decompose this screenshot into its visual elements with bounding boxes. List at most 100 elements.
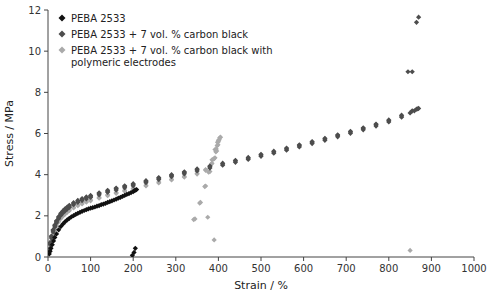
x-tick-label: 500 xyxy=(251,263,270,274)
point xyxy=(143,178,148,183)
legend-label: PEBA 2533 + 7 vol. % carbon black xyxy=(71,29,248,40)
point xyxy=(71,200,76,205)
y-tick-label: 8 xyxy=(35,87,41,98)
point xyxy=(169,173,174,178)
x-tick-label: 600 xyxy=(294,263,313,274)
point xyxy=(133,246,138,251)
point xyxy=(79,197,84,202)
point xyxy=(216,139,221,144)
plot-area xyxy=(48,15,421,257)
point xyxy=(54,219,59,224)
x-tick xyxy=(303,257,304,261)
point xyxy=(79,196,84,201)
y-tick-label: 2 xyxy=(35,210,41,221)
point xyxy=(105,188,110,193)
point xyxy=(122,184,127,189)
point xyxy=(297,142,302,147)
y-tick xyxy=(44,92,48,93)
point xyxy=(284,146,289,151)
point xyxy=(192,216,197,221)
point xyxy=(143,179,148,184)
y-axis-label: Stress / MPa xyxy=(3,100,16,167)
point xyxy=(182,170,187,175)
x-tick-label: 100 xyxy=(81,263,100,274)
legend-marker xyxy=(59,47,66,54)
chart: 0100200300400500600700800900100002468101… xyxy=(0,0,488,295)
point xyxy=(218,135,223,140)
point xyxy=(198,200,203,205)
legend: PEBA 2533 PEBA 2533 + 7 vol. % carbon bla… xyxy=(59,13,273,68)
series xyxy=(205,215,413,253)
point xyxy=(258,152,263,157)
point xyxy=(203,167,208,172)
point xyxy=(297,143,302,148)
point xyxy=(233,158,238,163)
point xyxy=(195,166,200,171)
point xyxy=(361,126,366,131)
point xyxy=(97,191,102,196)
point xyxy=(97,190,102,195)
x-tick-label: 400 xyxy=(209,263,228,274)
y-tick xyxy=(44,257,48,258)
point xyxy=(348,129,353,134)
point xyxy=(220,161,225,166)
point xyxy=(335,133,340,138)
series xyxy=(48,135,223,255)
legend-label: PEBA 2533 + 7 vol. % carbon black withpo… xyxy=(71,45,272,68)
y-tick xyxy=(44,174,48,175)
y-tick xyxy=(44,215,48,216)
point xyxy=(386,117,391,122)
x-tick-label: 800 xyxy=(379,263,398,274)
point xyxy=(233,158,238,163)
point xyxy=(88,193,93,198)
legend-label-line: PEBA 2533 + 7 vol. % carbon black with xyxy=(71,45,272,56)
point xyxy=(207,163,212,168)
point xyxy=(414,20,419,25)
point xyxy=(54,231,59,236)
legend-label: PEBA 2533 xyxy=(71,13,126,24)
point xyxy=(131,182,136,187)
y-tick xyxy=(44,51,48,52)
point xyxy=(399,113,404,118)
series xyxy=(48,106,421,253)
point xyxy=(408,248,413,253)
legend-label-line: PEBA 2533 xyxy=(71,13,126,24)
point xyxy=(169,172,174,177)
point xyxy=(258,153,263,158)
point xyxy=(131,181,136,186)
legend-label-line: polymeric electrodes xyxy=(71,57,176,68)
point xyxy=(133,188,138,193)
point xyxy=(361,125,366,130)
point xyxy=(348,129,353,134)
y-tick xyxy=(44,133,48,134)
point xyxy=(399,113,404,118)
x-tick xyxy=(474,257,475,261)
point xyxy=(271,149,276,154)
y-tick xyxy=(44,10,48,11)
point xyxy=(130,253,135,257)
point xyxy=(114,185,119,190)
y-tick-label: 0 xyxy=(35,252,41,263)
point xyxy=(335,132,340,137)
x-tick xyxy=(431,257,432,261)
point xyxy=(197,200,202,205)
point xyxy=(373,121,378,126)
point xyxy=(84,195,89,200)
x-tick-label: 900 xyxy=(422,263,441,274)
x-tick xyxy=(48,257,49,261)
point xyxy=(71,201,76,206)
point xyxy=(114,186,119,191)
point xyxy=(207,164,212,169)
point xyxy=(322,136,327,141)
point xyxy=(416,15,421,20)
point xyxy=(67,204,72,209)
point xyxy=(105,189,110,194)
point xyxy=(156,176,161,181)
point xyxy=(51,228,56,233)
point xyxy=(84,194,89,199)
point xyxy=(212,237,217,242)
series xyxy=(48,187,139,257)
x-tick xyxy=(90,257,91,261)
legend-label-line: PEBA 2533 + 7 vol. % carbon black xyxy=(71,29,248,40)
point xyxy=(416,106,421,111)
